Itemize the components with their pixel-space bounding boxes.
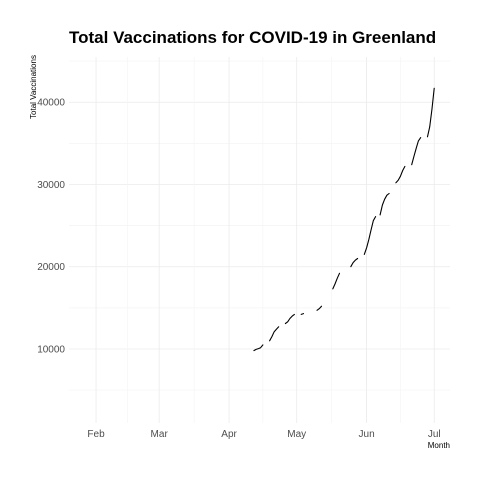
y-tick-label: 20000	[37, 262, 65, 273]
series-line-segment	[316, 305, 323, 311]
series-line-segment	[411, 137, 422, 166]
x-tick-label: Jun	[359, 429, 375, 440]
series-total-vaccinations	[253, 87, 435, 352]
y-tick-label: 10000	[37, 344, 65, 355]
x-tick-label: Jul	[428, 429, 441, 440]
series-line-segment	[363, 216, 377, 255]
series-line-segment	[284, 313, 295, 325]
x-axis-label: Month	[428, 441, 450, 450]
series-line-segment	[269, 326, 280, 342]
series-line-segment	[379, 192, 390, 216]
chart-title: Total Vaccinations for COVID-19 in Green…	[69, 28, 436, 47]
x-tick-label: May	[287, 429, 306, 440]
x-tick-label: Mar	[151, 429, 169, 440]
series-line-segment	[395, 165, 406, 184]
grid	[69, 57, 450, 423]
x-axis-ticks: Feb Mar Apr May Jun Jul	[87, 429, 440, 440]
x-tick-label: Feb	[87, 429, 105, 440]
y-axis-ticks: 10000 20000 30000 40000	[37, 98, 65, 356]
series-line-segment	[253, 344, 264, 352]
series-line-segment	[350, 257, 359, 268]
y-axis-label: Total Vaccinations	[29, 55, 38, 119]
series-line-segment	[332, 272, 341, 290]
y-tick-label: 30000	[37, 180, 65, 191]
series-line-segment	[426, 87, 435, 138]
x-tick-label: Apr	[221, 429, 237, 440]
y-tick-label: 40000	[37, 98, 65, 109]
series-line-segment	[300, 313, 305, 315]
